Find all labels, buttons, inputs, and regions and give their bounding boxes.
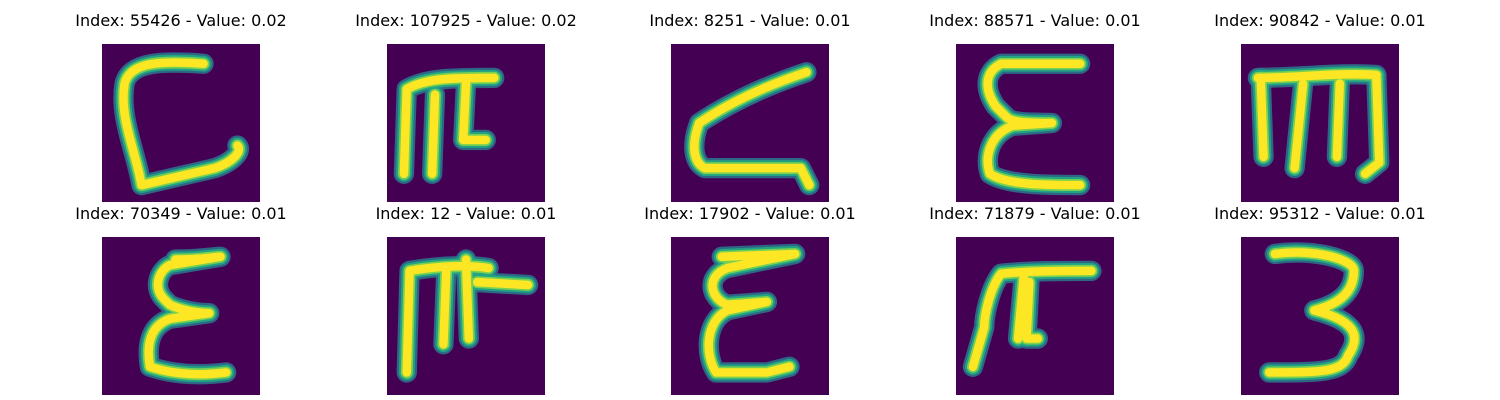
- glyph-stroke: [427, 90, 440, 179]
- digit-image: [102, 44, 260, 202]
- glyph-strokes: [1247, 64, 1390, 184]
- glyph-stroke: [439, 266, 451, 349]
- digit-image: [956, 44, 1114, 202]
- glyph-stroke: [144, 252, 231, 379]
- glyph-stroke: [704, 249, 800, 377]
- image-panel: Index: 55426 - Value: 0.02: [31, 10, 331, 203]
- glyph-strokes: [138, 246, 237, 385]
- glyph-stroke: [1256, 73, 1268, 162]
- glyph-stroke: [1332, 79, 1344, 162]
- digit-image: [1241, 44, 1399, 202]
- panel-title: Index: 12 - Value: 0.01: [375, 204, 557, 223]
- panel-title: Index: 71879 - Value: 0.01: [929, 204, 1141, 223]
- glyph-stroke: [690, 67, 814, 190]
- panel-title: Index: 55426 - Value: 0.02: [75, 11, 287, 30]
- glyph-stroke: [983, 59, 1085, 190]
- panel-title: Index: 8251 - Value: 0.01: [649, 11, 851, 30]
- image-panel: Index: 17902 - Value: 0.01: [600, 203, 900, 396]
- glyph-stroke: [458, 79, 490, 145]
- panel-title: Index: 90842 - Value: 0.01: [1214, 11, 1426, 30]
- image-panel: Index: 107925 - Value: 0.02: [316, 10, 616, 203]
- glyph-strokes: [393, 67, 505, 184]
- digit-image: [956, 237, 1114, 395]
- image-panel: Index: 95312 - Value: 0.01: [1170, 203, 1470, 396]
- image-panel: Index: 8251 - Value: 0.01: [600, 10, 900, 203]
- image-panel: Index: 88571 - Value: 0.01: [885, 10, 1185, 203]
- glyph-stroke: [119, 58, 244, 190]
- glyph-strokes: [977, 53, 1091, 196]
- image-panel: Index: 71879 - Value: 0.01: [885, 203, 1185, 396]
- panel-title: Index: 88571 - Value: 0.01: [929, 11, 1141, 30]
- panel-title: Index: 17902 - Value: 0.01: [644, 204, 856, 223]
- glyph-strokes: [1259, 242, 1365, 383]
- image-panel: Index: 70349 - Value: 0.01: [31, 203, 331, 396]
- glyph-stroke: [1013, 272, 1028, 343]
- glyph-stroke: [1290, 79, 1308, 173]
- image-panel: Index: 12 - Value: 0.01: [316, 203, 616, 396]
- glyph-stroke: [1253, 70, 1381, 83]
- glyph-stroke: [399, 73, 499, 179]
- panel-title: Index: 107925 - Value: 0.02: [355, 11, 577, 30]
- image-panel: Index: 90842 - Value: 0.01: [1170, 10, 1470, 203]
- glyph-stroke: [402, 261, 493, 377]
- glyph-strokes: [684, 62, 820, 196]
- digit-image: [671, 237, 829, 395]
- glyph-stroke: [1022, 277, 1043, 343]
- glyph-strokes: [962, 260, 1102, 377]
- glyph-strokes: [396, 249, 539, 383]
- glyph-stroke: [1360, 73, 1384, 179]
- glyph-stroke: [473, 277, 533, 290]
- glyph-strokes: [113, 52, 249, 196]
- glyph-stroke: [1264, 248, 1359, 377]
- digit-image: [387, 44, 545, 202]
- panel-title: Index: 70349 - Value: 0.01: [75, 204, 287, 223]
- panel-title: Index: 95312 - Value: 0.01: [1214, 204, 1426, 223]
- glyph-stroke: [968, 266, 1096, 372]
- digit-image: [102, 237, 260, 395]
- digit-image: [387, 237, 545, 395]
- digit-image: [1241, 237, 1399, 395]
- glyph-strokes: [698, 243, 806, 383]
- digit-image: [671, 44, 829, 202]
- glyph-stroke: [461, 255, 474, 343]
